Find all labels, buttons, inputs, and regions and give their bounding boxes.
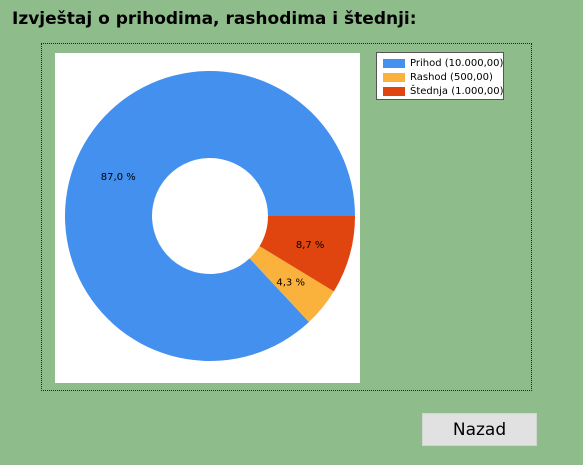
data-label-rashod: 4,3 % [276,278,305,289]
slice-prihod [65,70,356,361]
legend-swatch-prihod [383,58,405,68]
legend-label-prihod: Prihod (10.000,00) [410,57,504,69]
data-label-prihod: 87,0 % [101,172,136,183]
legend-item-stednja: Štednja (1.000,00) [383,84,504,98]
slice-stednja [259,216,355,292]
data-label-stednja: 8,7 % [296,240,325,251]
legend-item-rashod: Rashod (500,00) [383,70,503,84]
chart-area: 87,0 % 4,3 % 8,7 % [55,53,360,383]
legend-swatch-stednja [383,86,405,96]
doughnut-chart: 87,0 % 4,3 % 8,7 % [65,70,356,361]
legend-item-prihod: Prihod (10.000,00) [383,56,503,70]
legend-label-stednja: Štednja (1.000,00) [410,85,504,97]
legend-label-rashod: Rashod (500,00) [410,71,493,83]
back-button[interactable]: Nazad [422,413,537,446]
chart-frame [41,43,532,391]
report-title: Izvještaj o prihodima, rashodima i štedn… [12,9,417,29]
chart-legend: Prihod (10.000,00) Rashod (500,00) Štedn… [376,52,504,100]
slice-rashod [249,246,334,322]
legend-swatch-rashod [383,72,405,82]
